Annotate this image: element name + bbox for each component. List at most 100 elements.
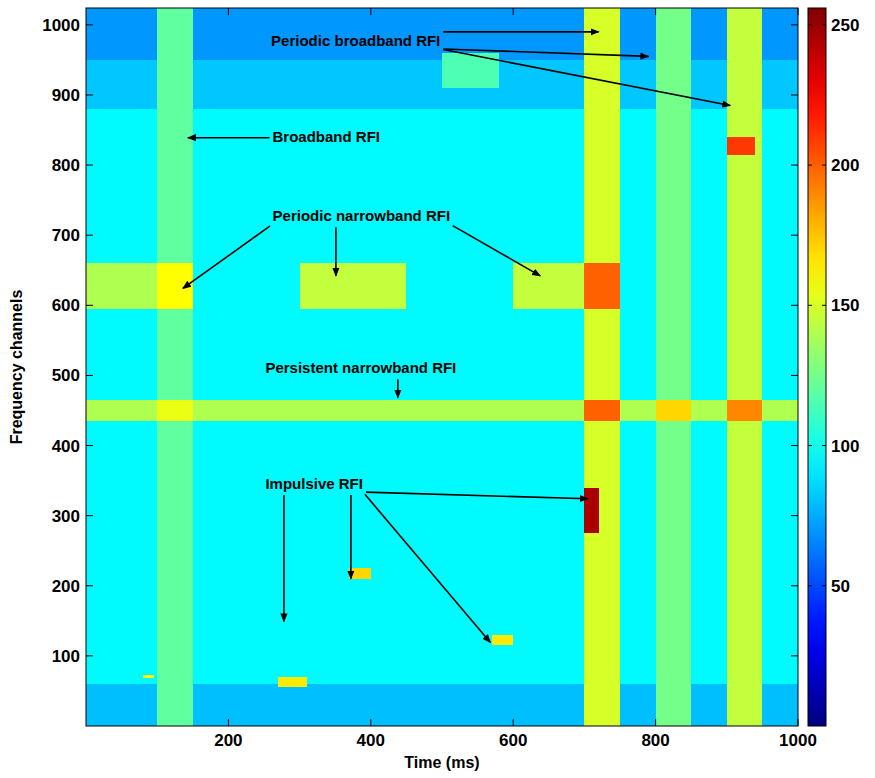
x-axis-title: Time (ms) [404, 754, 479, 771]
annotation-arrow [350, 495, 352, 579]
annotation-arrow [183, 226, 270, 289]
heat-cell [86, 8, 798, 726]
x-tick [655, 8, 656, 15]
annotations: Periodic broadband RFI Broadband RFI Perio… [183, 32, 731, 643]
y-tick-label: 700 [52, 226, 80, 245]
y-tick [86, 655, 93, 656]
heat-cell [584, 8, 620, 726]
heat-cell [727, 400, 763, 421]
annotation-arrow [453, 226, 541, 276]
y-tick [791, 94, 798, 95]
x-tick-label: 800 [641, 731, 669, 750]
heat-cell [278, 677, 306, 688]
y-tick-label: 800 [52, 156, 80, 175]
colorbar-tick [808, 24, 812, 25]
colorbar-tick [808, 305, 812, 306]
colorbar-tick [822, 165, 826, 166]
annotation-arrow [188, 137, 270, 139]
annotation-arrow [366, 492, 588, 499]
colorbar-tick-label: 50 [831, 577, 850, 596]
heat-cell [349, 568, 370, 579]
heat-cell [86, 263, 193, 309]
colorbar-tick [808, 165, 812, 166]
annotation-arrow [283, 495, 285, 622]
y-tick-label: 400 [52, 437, 80, 456]
heat-cell [513, 263, 584, 309]
y-axis-title: Frequency channels [8, 290, 25, 445]
y-tick-label: 300 [52, 507, 80, 526]
x-tick [513, 8, 514, 15]
colorbar-tick-label: 250 [831, 16, 859, 35]
y-tick [791, 24, 798, 25]
colorbar-tick [822, 585, 826, 586]
colorbar-tick-label: 150 [831, 296, 859, 315]
x-tick-label: 200 [214, 731, 242, 750]
x-tick [370, 8, 371, 15]
x-tick-label: 400 [357, 731, 385, 750]
x-tick [370, 719, 371, 726]
annotation-arrow [397, 379, 399, 398]
y-tick [86, 585, 93, 586]
y-tick-label: 1000 [42, 16, 80, 35]
heat-cell [584, 400, 620, 421]
x-tick [228, 719, 229, 726]
x-tick [513, 719, 514, 726]
y-tick [791, 445, 798, 446]
y-tick [86, 445, 93, 446]
heat-cell [584, 488, 598, 534]
x-tick [655, 719, 656, 726]
heat-cell [157, 8, 193, 726]
annotation-arrow [365, 494, 491, 642]
annotation: Broadband RFI [273, 128, 381, 145]
colorbar-tick [808, 585, 812, 586]
heat-cell [300, 263, 407, 309]
heat-cell [143, 675, 154, 679]
heat-cell [86, 684, 798, 726]
x-tick-label: 1000 [779, 731, 817, 750]
y-tick [791, 375, 798, 376]
chart: 2004006008001000100200300400500600700800… [0, 0, 875, 778]
y-tick-label: 100 [52, 647, 80, 666]
heat-cell [86, 8, 798, 60]
y-tick [791, 305, 798, 306]
y-tick [86, 24, 93, 25]
y-tick [791, 585, 798, 586]
annotation-arrow [335, 227, 337, 276]
cells [86, 8, 798, 726]
y-tick [791, 655, 798, 656]
y-tick-label: 200 [52, 577, 80, 596]
x-tick [798, 719, 799, 726]
y-tick [86, 515, 93, 516]
heat-cell [584, 263, 620, 309]
y-tick [791, 515, 798, 516]
heat-cell [157, 400, 193, 421]
x-tick [798, 8, 799, 15]
heat-cell [656, 8, 692, 726]
annotation: Impulsive RFI [265, 475, 363, 492]
y-tick [86, 305, 93, 306]
y-tick [86, 94, 93, 95]
heat-cell [492, 635, 513, 646]
y-tick-label: 900 [52, 86, 80, 105]
y-tick [791, 235, 798, 236]
heat-cell [727, 8, 763, 726]
y-tick-label: 500 [52, 366, 80, 385]
colorbar-tick-label: 200 [831, 156, 859, 175]
y-tick [86, 235, 93, 236]
colorbar-tick [822, 445, 826, 446]
heat-cell [656, 400, 692, 421]
annotation-arrow [443, 49, 730, 105]
x-tick [228, 8, 229, 15]
colorbar-tick [808, 445, 812, 446]
annotation: Periodic narrowband RFI [273, 207, 451, 224]
annotation: Periodic broadband RFI [271, 32, 440, 49]
annotation: Persistent narrowband RFI [265, 359, 456, 376]
colorbar-tick-label: 100 [831, 437, 859, 456]
y-tick-label: 600 [52, 296, 80, 315]
heat-cell [727, 137, 755, 155]
plot-frame [86, 8, 798, 726]
colorbar-tick [822, 24, 826, 25]
colorbar [808, 8, 826, 726]
colorbar-tick [822, 305, 826, 306]
y-tick [86, 375, 93, 376]
